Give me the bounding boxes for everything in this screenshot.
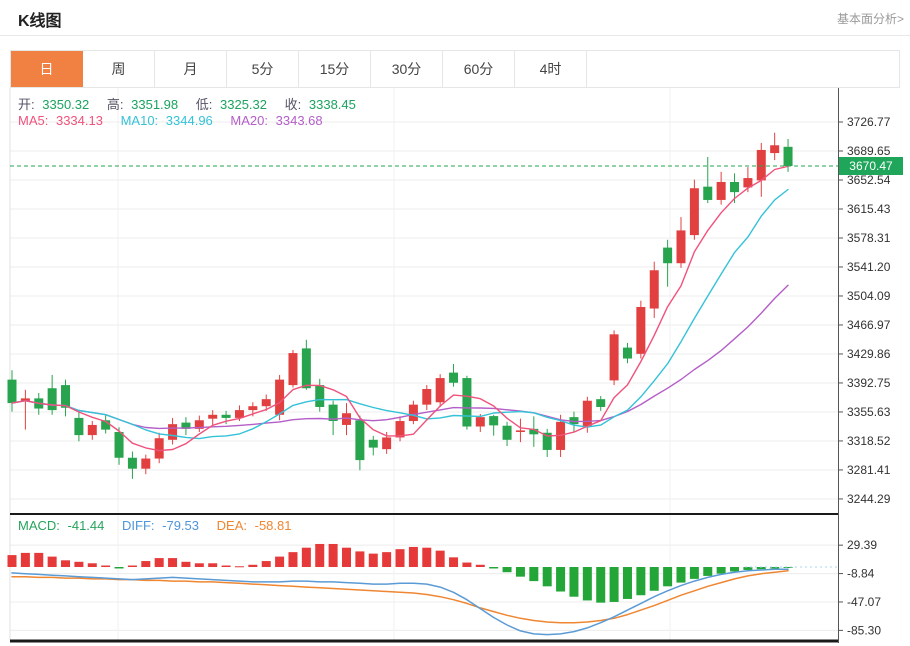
svg-text:3429.86: 3429.86: [847, 347, 891, 361]
svg-text:3355.63: 3355.63: [847, 405, 891, 419]
svg-text:-8.84: -8.84: [847, 567, 875, 581]
svg-text:-47.07: -47.07: [847, 595, 881, 609]
ma20-label: MA20:: [230, 113, 268, 128]
current-price-badge: 3670.47: [839, 156, 903, 175]
dea-label: DEA:: [216, 518, 247, 533]
open-value: 3350.32: [42, 97, 90, 112]
gridlines: [9, 88, 838, 643]
fundamental-analysis-link[interactable]: 基本面分析>: [836, 12, 904, 26]
svg-text:3466.97: 3466.97: [847, 318, 891, 332]
svg-text:3541.20: 3541.20: [847, 260, 891, 274]
ma5-label: MA5:: [18, 113, 49, 128]
low-value: 3325.32: [220, 97, 267, 112]
high-label: 高:: [106, 97, 124, 112]
ma5-value: 3334.13: [55, 113, 103, 128]
tab-30min[interactable]: 30分: [371, 51, 443, 87]
svg-text:29.39: 29.39: [847, 538, 877, 552]
candles-layer: [7, 132, 793, 479]
macd-value: -41.44: [67, 518, 105, 533]
svg-text:3244.29: 3244.29: [847, 492, 891, 506]
tab-15min[interactable]: 15分: [299, 51, 371, 87]
tab-5min[interactable]: 5分: [227, 51, 299, 87]
tab-week[interactable]: 周: [83, 51, 155, 87]
svg-text:3652.54: 3652.54: [847, 173, 891, 187]
svg-text:-85.30: -85.30: [847, 623, 881, 637]
tab-month[interactable]: 月: [155, 51, 227, 87]
title-divider: [0, 35, 910, 36]
high-value: 3351.98: [131, 97, 179, 112]
open-label: 开:: [18, 97, 35, 112]
close-value: 3338.45: [308, 97, 356, 112]
low-label: 低:: [195, 97, 213, 112]
svg-text:3504.09: 3504.09: [847, 289, 891, 303]
macd-legend: MACD: -41.44 DIFF: -79.53 DEA: -58.81: [18, 518, 295, 533]
ma10-label: MA10:: [120, 113, 159, 128]
tab-60min[interactable]: 60分: [443, 51, 515, 87]
svg-text:3726.77: 3726.77: [847, 115, 891, 129]
tab-day[interactable]: 日: [11, 51, 83, 87]
ma-legend: MA5: 3334.13 MA10: 3344.96 MA20: 3343.68: [18, 113, 327, 128]
close-label: 收:: [284, 97, 302, 112]
ma-lines-layer: [10, 165, 838, 452]
tab-4hour[interactable]: 4时: [515, 51, 587, 87]
macd-label: MACD:: [18, 518, 60, 533]
page-title: K线图: [18, 13, 62, 30]
ma10-value: 3344.96: [165, 113, 213, 128]
ohlc-legend: 开: 3350.32 高: 3351.98 低: 3325.32 收: 3338…: [18, 94, 360, 113]
price-axis: 3726.77 3689.65 3652.54 3615.43 3578.31 3541.…: [838, 88, 891, 643]
period-tab-bar: 日周月 5分 15分 30分 60分 4时: [10, 50, 900, 88]
svg-text:3392.75: 3392.75: [847, 376, 891, 390]
dea-value: -58.81: [254, 518, 292, 533]
svg-text:3689.65: 3689.65: [847, 144, 891, 158]
macd-layer: [7, 543, 838, 636]
svg-text:3615.43: 3615.43: [847, 202, 891, 216]
svg-text:3318.52: 3318.52: [847, 434, 891, 448]
diff-label: DIFF:: [122, 518, 155, 533]
svg-text:3281.41: 3281.41: [847, 463, 891, 477]
ma20-value: 3343.68: [275, 113, 323, 128]
diff-value: -79.53: [162, 518, 200, 533]
svg-text:3578.31: 3578.31: [847, 231, 891, 245]
